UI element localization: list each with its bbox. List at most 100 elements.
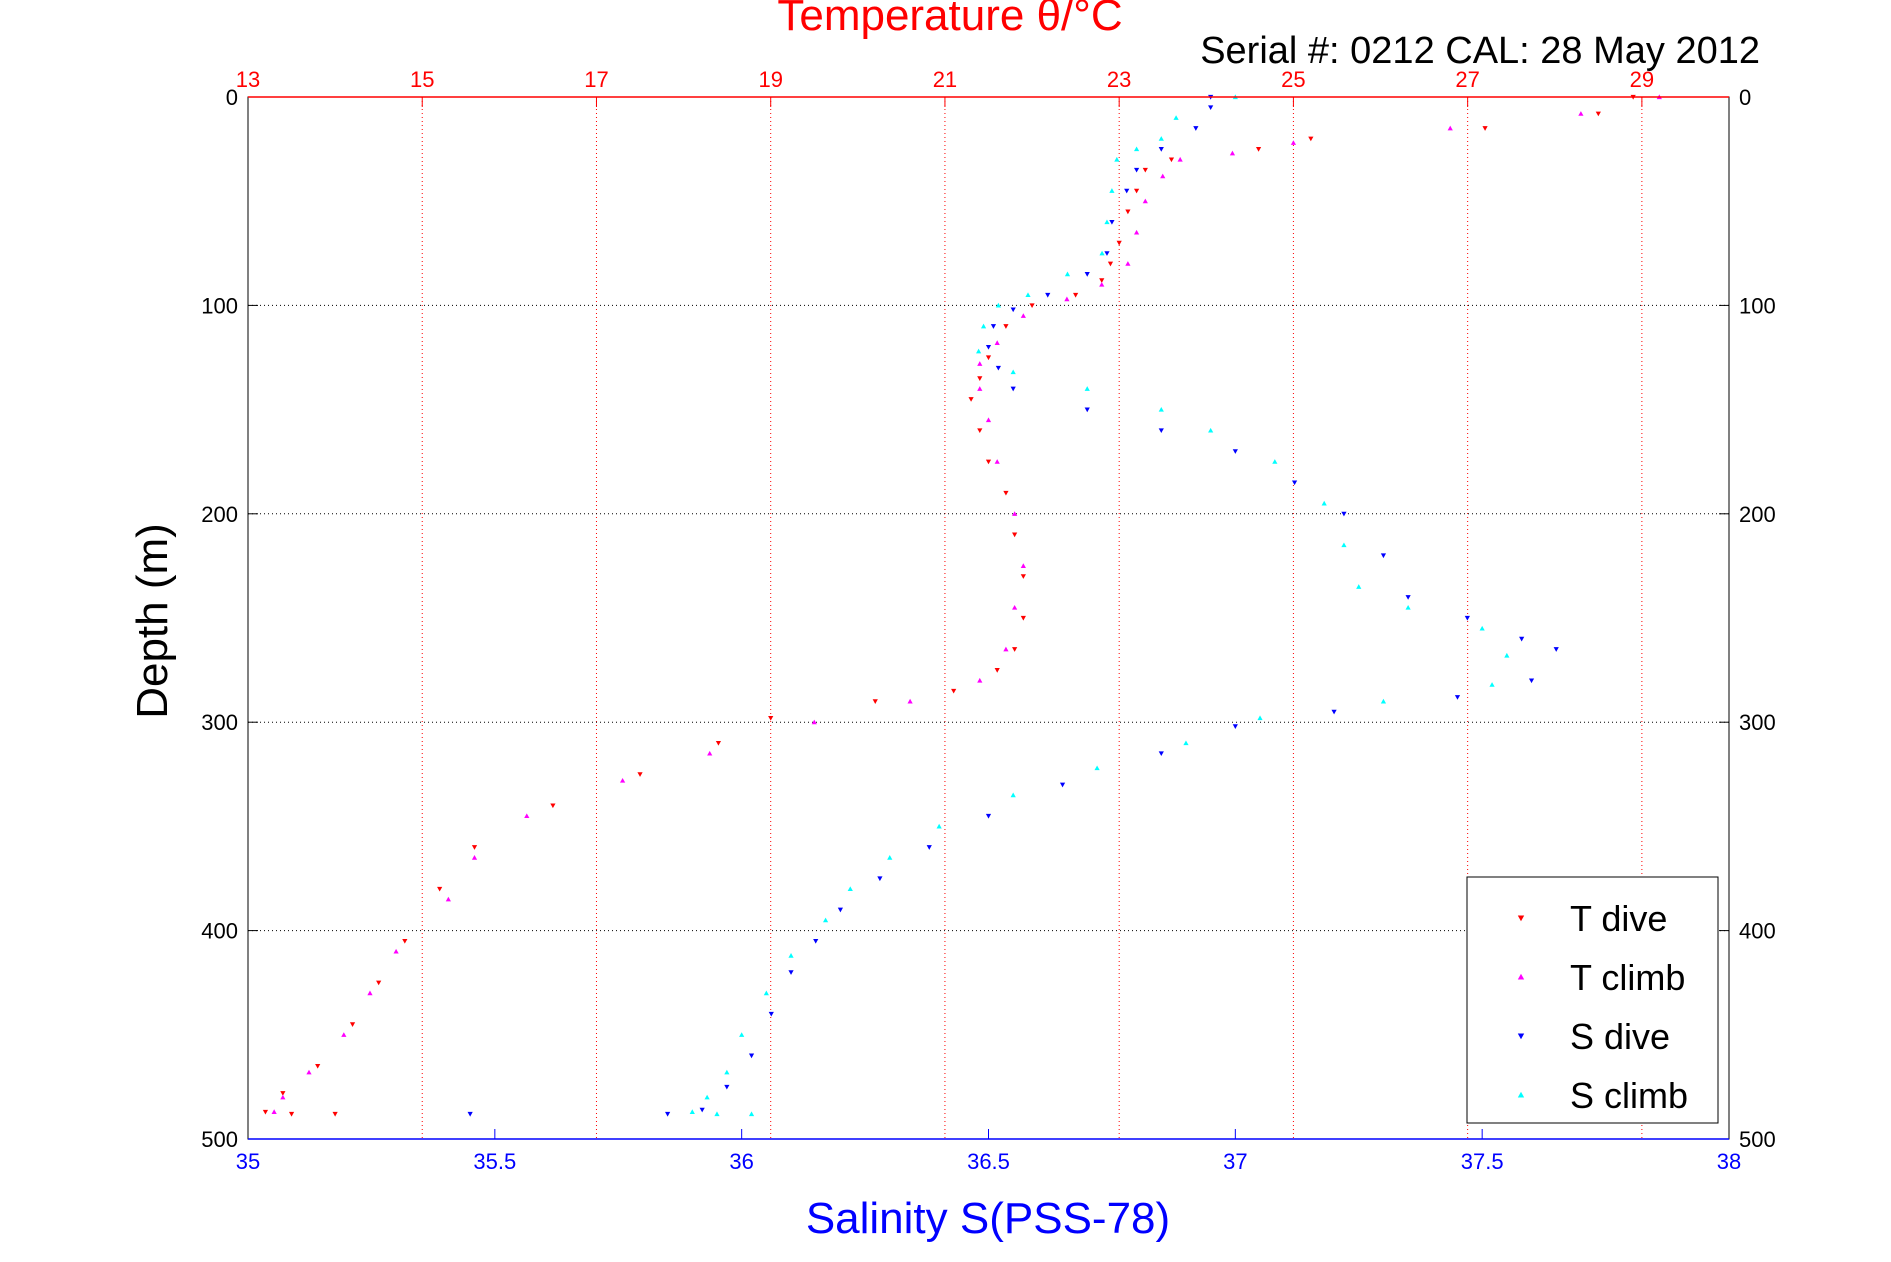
data-point: [1321, 500, 1327, 506]
data-point: [872, 699, 878, 704]
data-point: [550, 803, 556, 809]
data-point: [1308, 136, 1314, 142]
data-point: [1099, 281, 1105, 287]
data-point: [994, 459, 1000, 464]
data-point: [763, 990, 769, 996]
legend-label: T climb: [1570, 957, 1685, 998]
serial-caption: Serial #: 0212 CAL: 28 May 2012: [1200, 30, 1760, 72]
data-point: [1405, 604, 1411, 610]
data-point: [1158, 428, 1164, 434]
data-point: [748, 1053, 755, 1059]
series-t-climb: [271, 94, 1662, 1114]
data-point: [1257, 715, 1263, 721]
data-point: [1528, 678, 1535, 684]
data-point: [1109, 188, 1115, 193]
top-tick-label: 23: [1107, 67, 1131, 92]
data-point: [1012, 604, 1018, 610]
data-point: [977, 428, 983, 434]
data-point: [1255, 147, 1262, 152]
bottom-tick-label: 38: [1717, 1149, 1741, 1174]
data-point: [1010, 369, 1016, 375]
data-point: [1341, 542, 1347, 548]
data-point: [1107, 261, 1114, 267]
right-tick-label: 500: [1739, 1127, 1776, 1152]
right-tick-label: 400: [1739, 919, 1776, 944]
data-point: [1029, 303, 1035, 308]
bottom-tick-label: 37.5: [1461, 1149, 1504, 1174]
data-point: [715, 740, 722, 746]
data-point: [1109, 219, 1115, 225]
top-tick-label: 25: [1281, 67, 1305, 92]
data-point: [994, 668, 1000, 673]
data-point: [1291, 480, 1298, 486]
left-tick-label: 0: [226, 85, 238, 110]
data-point: [1124, 188, 1130, 194]
data-point: [788, 970, 794, 975]
data-point: [1479, 625, 1485, 631]
data-point: [1010, 386, 1016, 392]
data-point: [315, 1063, 321, 1069]
data-point: [1158, 136, 1164, 141]
series-s-dive: [467, 94, 1559, 1117]
legend-label: T dive: [1570, 898, 1667, 939]
x-axis-label: Salinity S(PSS-78): [806, 1194, 1170, 1243]
data-point: [704, 1094, 710, 1100]
data-point: [907, 698, 913, 704]
legend-label: S dive: [1570, 1016, 1670, 1057]
data-point: [1059, 782, 1066, 788]
data-point: [1158, 407, 1164, 412]
data-point: [1447, 125, 1453, 131]
data-point: [1177, 156, 1183, 162]
data-point: [280, 1091, 286, 1096]
data-point: [445, 896, 451, 902]
data-point: [620, 777, 626, 783]
data-point: [822, 917, 829, 923]
data-point: [1073, 292, 1079, 298]
data-point: [1183, 740, 1189, 746]
data-point: [985, 345, 992, 350]
data-point: [1356, 584, 1362, 589]
data-point: [1084, 272, 1090, 277]
data-point: [968, 397, 974, 402]
top-tick-label: 27: [1455, 67, 1479, 92]
data-point: [1142, 167, 1148, 173]
data-point: [1595, 111, 1601, 117]
data-point: [1160, 173, 1166, 179]
data-point: [1454, 695, 1461, 700]
legend-marker: [1517, 1091, 1525, 1098]
legend: T dive T climb S dive S climb: [1466, 876, 1719, 1124]
data-point: [977, 386, 983, 391]
data-point: [1464, 615, 1470, 621]
data-point: [1064, 296, 1070, 302]
data-point: [714, 1111, 720, 1117]
data-point: [1003, 490, 1009, 496]
data-point: [1553, 647, 1559, 652]
data-point: [1158, 147, 1164, 152]
data-point: [1168, 157, 1175, 163]
data-point: [739, 1032, 745, 1037]
data-point: [1380, 698, 1387, 704]
data-point: [926, 845, 932, 850]
data-point: [707, 750, 713, 756]
data-point: [980, 323, 987, 329]
data-point: [985, 459, 992, 465]
data-point: [1142, 198, 1148, 204]
data-point: [1290, 140, 1297, 145]
data-point: [813, 938, 819, 944]
data-point: [637, 772, 643, 777]
data-point: [376, 980, 382, 986]
data-point: [367, 990, 373, 996]
data-point: [1125, 209, 1131, 215]
data-point: [985, 417, 992, 423]
data-point: [689, 1109, 695, 1114]
data-point: [936, 823, 942, 829]
data-point: [977, 677, 983, 683]
data-point: [393, 948, 399, 954]
top-tick-label: 15: [410, 67, 434, 92]
data-point: [977, 361, 983, 366]
data-point: [1134, 188, 1140, 194]
data-point: [288, 1111, 295, 1117]
legend-marker: [1517, 1033, 1525, 1040]
